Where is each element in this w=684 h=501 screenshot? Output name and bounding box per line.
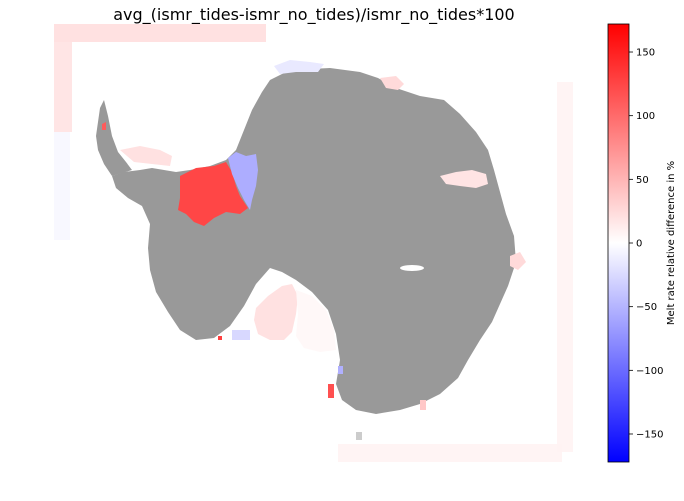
colorbar-tick-label: −50 [636, 302, 657, 313]
colorbar-tick-label: −150 [636, 429, 663, 440]
coastal-fringe-1 [328, 384, 334, 398]
region-east-coast-north [380, 76, 404, 90]
coastal-fringe-3 [232, 330, 250, 340]
colorbar-ticks: 150 100 50 0 −50 −100 −150 [629, 48, 663, 440]
colorbar-tick-label: 150 [636, 48, 655, 59]
grounded-ice-sheet [112, 68, 516, 414]
region-east-coast-south [510, 252, 526, 270]
coastal-fringe-5 [420, 400, 426, 410]
region-west-shelf [274, 60, 324, 74]
colorbar-tick-label: 100 [636, 111, 655, 122]
colorbar-tick-label: 0 [636, 239, 642, 250]
colorbar-tick-label: 50 [636, 175, 649, 186]
coastal-fringe-6 [356, 432, 362, 440]
map-panel [54, 24, 573, 462]
region-amery-ice-shelf [440, 170, 488, 188]
region-peninsula-tip [102, 122, 106, 130]
colorbar-label: Melt rate relative difference in % [666, 161, 677, 325]
ocean-tint-top-left [54, 24, 266, 42]
ocean-tint-left-lower [54, 132, 70, 240]
region-weddell-sector [296, 290, 336, 352]
colorbar-tick-label: −100 [636, 366, 663, 377]
region-ross-ice-shelf [178, 162, 248, 226]
chart-title: avg_(ismr_tides-ismr_no_tides)/ismr_no_t… [113, 5, 514, 25]
ocean-tint-right [557, 82, 573, 452]
region-ross-east-shelf [228, 152, 258, 210]
inland-lake [400, 265, 424, 271]
colorbar-gradient [607, 23, 630, 463]
coastal-fringe-4 [218, 336, 222, 340]
region-filchner-ronne [254, 284, 298, 340]
ocean-tint-bottom [338, 444, 562, 462]
ocean-tint-left [54, 42, 72, 132]
region-peninsula-coast [120, 146, 172, 166]
antarctic-peninsula [96, 100, 132, 176]
coastal-fringe-2 [338, 366, 343, 374]
colorbar: 150 100 50 0 −50 −100 −150 Melt rate relative … [607, 23, 677, 463]
